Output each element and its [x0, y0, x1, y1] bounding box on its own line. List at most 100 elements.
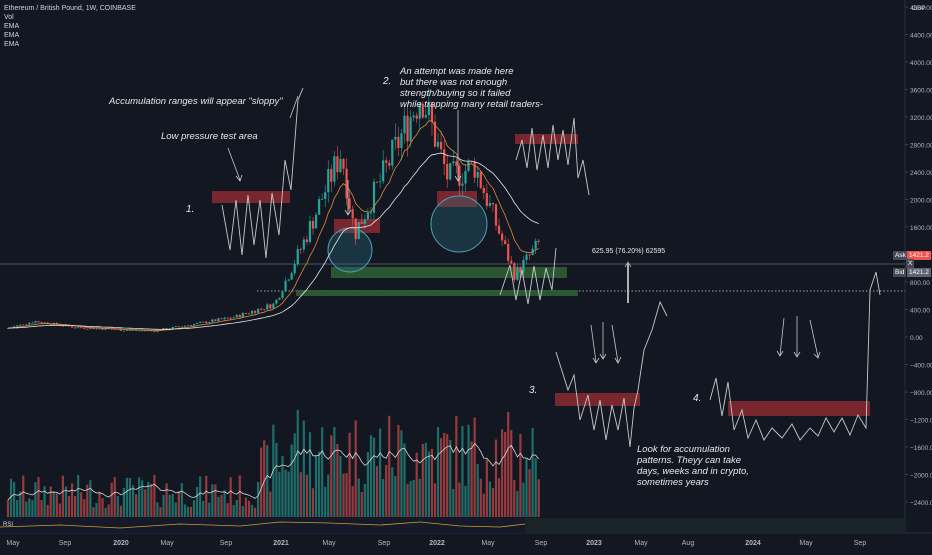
candle-body — [464, 170, 467, 184]
ask-label[interactable]: Ask — [893, 251, 908, 260]
volume-bar — [424, 442, 427, 517]
highlight-circle-2 — [430, 195, 488, 253]
candle-body — [385, 160, 388, 163]
volume-bar — [336, 443, 339, 517]
indicator-ema-3[interactable]: EMA — [4, 41, 20, 48]
volume-bar — [345, 472, 348, 517]
y-axis-tick: 3600.00 — [910, 88, 932, 95]
volume-bar — [34, 482, 37, 517]
volume-bar — [479, 478, 482, 517]
volume-bar — [516, 491, 519, 517]
volume-bar — [354, 420, 357, 517]
rsi-line — [0, 521, 526, 529]
candle-body — [510, 260, 513, 264]
candle-body — [305, 239, 308, 242]
volume-bar — [241, 506, 244, 517]
volume-bar — [174, 502, 177, 517]
candle-body — [263, 308, 266, 310]
volume-bar — [403, 443, 406, 517]
volume-bar — [412, 479, 415, 517]
candle-body — [16, 325, 19, 327]
candle-body — [226, 317, 229, 319]
candle-body — [421, 103, 424, 118]
candle-body — [382, 160, 385, 182]
candle-body — [433, 121, 437, 147]
y-axis-tick: −1200.00 — [910, 418, 932, 425]
candle-body — [77, 327, 80, 329]
bid-label[interactable]: Bid — [893, 268, 907, 277]
red-zone-3 — [437, 191, 477, 207]
volume-bar — [491, 488, 495, 517]
candle-body — [153, 330, 156, 332]
volume-bar — [223, 490, 226, 517]
candle-body — [244, 313, 247, 314]
y-axis-tick: 1600.00 — [910, 225, 932, 232]
x-axis-tick: Sep — [220, 540, 233, 547]
candle-body — [427, 102, 430, 116]
candle-body — [80, 327, 83, 329]
indicator-ema-2[interactable]: EMA — [4, 32, 20, 39]
volume-bar — [43, 486, 46, 517]
volume-bar — [9, 478, 13, 517]
y-axis-tick: −800.00 — [910, 390, 932, 397]
candle-body — [348, 198, 351, 210]
x-marker[interactable]: X — [906, 259, 915, 268]
x-axis-tick: May — [6, 540, 20, 547]
volume-bar — [77, 474, 80, 517]
volume-bar — [147, 481, 150, 517]
zigzag-5 — [709, 271, 881, 441]
volume-bar — [119, 505, 122, 517]
candle-body — [183, 325, 186, 327]
volume-bar — [135, 494, 138, 517]
volume-bar — [113, 476, 116, 517]
indicator-ema-1[interactable]: EMA — [4, 23, 20, 30]
candle-body — [125, 330, 129, 332]
candle-body — [156, 329, 159, 332]
candle-body — [446, 163, 449, 180]
volume-bar — [138, 477, 141, 517]
arrow-3c — [611, 324, 622, 364]
volume-bar — [86, 484, 89, 517]
volume-bar — [394, 476, 397, 517]
y-axis-tick: −2400.00 — [910, 500, 932, 507]
volume-bar — [83, 499, 86, 517]
x-axis-tick: May — [799, 540, 813, 547]
volume-bar — [122, 487, 125, 517]
candle-body — [406, 115, 409, 142]
candle-body — [269, 304, 272, 309]
candle-body — [501, 233, 504, 241]
volume-bar — [22, 475, 25, 517]
red-zone-6 — [728, 401, 870, 416]
candle-body — [528, 254, 531, 256]
volume-bar — [339, 456, 342, 517]
volume-bar — [305, 474, 308, 517]
volume-bar — [430, 448, 434, 517]
candle-body — [479, 171, 482, 189]
candle-body — [330, 169, 333, 182]
volume-bar — [342, 473, 345, 517]
candle-body — [95, 328, 98, 330]
candle-body — [467, 160, 470, 171]
volume-bar — [375, 466, 379, 517]
candle-body — [110, 328, 113, 330]
volume-bar — [70, 483, 74, 517]
annotation-low-pressure: Low pressure test area — [161, 131, 258, 142]
candle-body — [403, 115, 406, 134]
symbol-title[interactable]: Ethereum / British Pound, 1W, COINBASE — [4, 5, 136, 12]
candle-body — [119, 329, 122, 331]
volume-bar — [494, 439, 498, 517]
volume-bar — [150, 483, 153, 517]
volume-bar — [443, 432, 446, 517]
volume-bar — [510, 429, 513, 517]
annotation-number-3: 3. — [529, 385, 538, 396]
y-axis-tick: 4400.00 — [910, 33, 932, 40]
indicator-vol[interactable]: Vol — [4, 14, 14, 21]
zigzag-3 — [499, 247, 557, 305]
candle-body — [101, 328, 104, 330]
volume-bar — [321, 427, 324, 517]
candle-body — [189, 325, 193, 327]
volume-bar — [397, 424, 400, 517]
volume-bar — [168, 494, 171, 517]
